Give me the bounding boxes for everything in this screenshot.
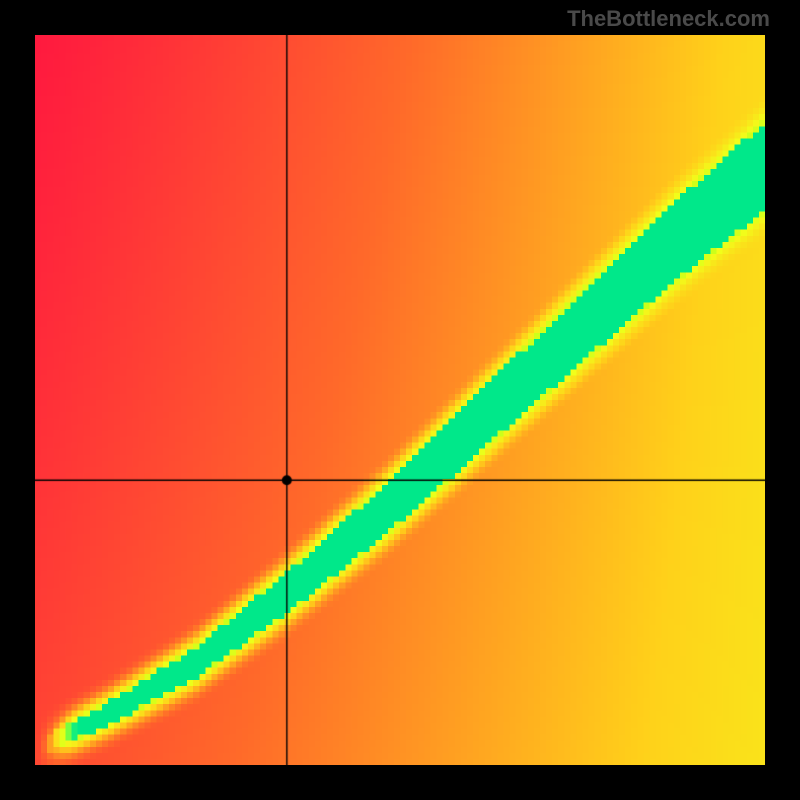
- chart-container: TheBottleneck.com: [0, 0, 800, 800]
- heatmap-canvas: [35, 35, 765, 765]
- watermark-text: TheBottleneck.com: [567, 6, 770, 32]
